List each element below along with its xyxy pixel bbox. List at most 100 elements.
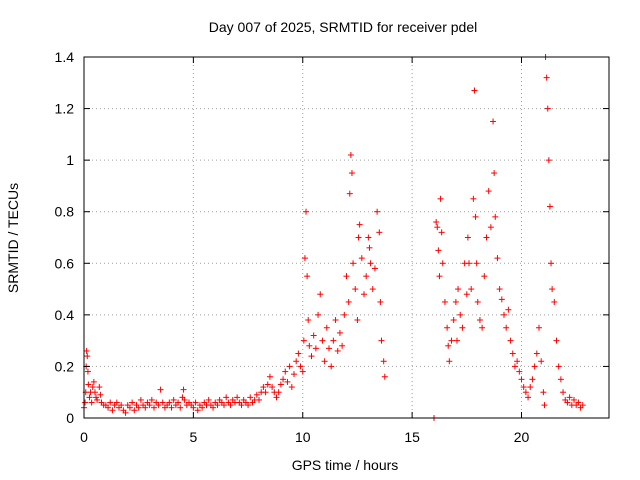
y-tick-label: 0.8: [55, 204, 75, 220]
data-point: [300, 337, 307, 344]
data-point: [541, 402, 548, 409]
data-point: [525, 394, 532, 401]
data-point: [214, 402, 221, 409]
data-point: [295, 350, 302, 357]
data-point: [457, 311, 464, 318]
y-tick-label: 1.4: [55, 49, 75, 65]
data-point: [473, 260, 480, 267]
data-point: [448, 337, 455, 344]
data-point: [505, 306, 512, 313]
data-point: [496, 286, 503, 293]
data-point: [90, 378, 97, 385]
data-point: [444, 324, 451, 331]
data-point: [540, 389, 547, 396]
data-point: [367, 260, 374, 267]
data-point: [334, 347, 341, 354]
data-point: [297, 363, 304, 370]
data-point: [299, 368, 306, 375]
data-point: [305, 317, 312, 324]
data-point: [439, 260, 446, 267]
data-point: [306, 342, 313, 349]
data-point: [538, 358, 545, 365]
data-point: [479, 324, 486, 331]
data-point: [575, 399, 582, 406]
data-point: [347, 151, 354, 158]
data-point: [433, 219, 440, 226]
y-tick-label: 0.6: [55, 255, 75, 271]
data-point: [84, 353, 91, 360]
data-point: [348, 170, 355, 177]
data-point: [463, 291, 470, 298]
data-point: [159, 399, 166, 406]
data-point: [531, 363, 538, 370]
data-point: [323, 324, 330, 331]
data-point: [501, 311, 507, 318]
data-point: [363, 273, 370, 280]
y-tick-label: 0: [66, 410, 74, 426]
data-point: [445, 342, 452, 349]
data-point: [369, 286, 376, 293]
data-point: [376, 229, 383, 236]
data-point: [256, 396, 262, 403]
data-point: [503, 324, 510, 331]
data-point: [516, 368, 523, 375]
data-point: [564, 399, 571, 406]
data-point: [155, 402, 162, 409]
data-point: [113, 399, 120, 406]
data-point: [238, 402, 245, 409]
data-point: [83, 347, 90, 354]
data-point: [549, 286, 556, 293]
data-point: [518, 376, 525, 383]
data-point: [192, 399, 199, 406]
data-point: [175, 399, 182, 406]
y-tick-label: 1: [66, 152, 74, 168]
data-point: [544, 105, 551, 112]
data-point: [356, 221, 363, 228]
data-point: [135, 404, 142, 411]
data-point: [487, 224, 494, 231]
data-point: [436, 273, 443, 280]
data-point: [91, 389, 98, 396]
data-point: [470, 195, 477, 202]
data-point: [536, 324, 542, 331]
data-point: [560, 389, 567, 396]
data-point: [476, 317, 483, 324]
x-tick-label: 5: [189, 429, 197, 445]
x-tick-label: 15: [404, 429, 420, 445]
data-point: [89, 384, 96, 391]
data-point: [358, 255, 365, 262]
data-point: [304, 273, 311, 280]
data-point: [441, 298, 448, 305]
data-point: [199, 404, 206, 411]
data-point: [85, 381, 92, 388]
data-point: [527, 384, 534, 391]
data-point: [336, 329, 343, 336]
data-point: [227, 402, 234, 409]
data-point: [122, 409, 129, 416]
data-point: [308, 353, 315, 360]
data-point: [345, 298, 352, 305]
data-point: [545, 157, 552, 164]
data-point: [343, 273, 350, 280]
y-tick-label: 0.2: [55, 358, 75, 374]
data-point: [282, 368, 289, 375]
data-point: [301, 255, 308, 262]
data-point: [450, 317, 457, 324]
x-tick-label: 0: [80, 429, 88, 445]
data-point: [168, 404, 175, 411]
data-point: [543, 74, 550, 81]
data-point: [205, 396, 212, 403]
data-point: [180, 386, 187, 393]
data-point: [507, 337, 514, 344]
data-point: [579, 402, 586, 409]
data-point: [194, 407, 201, 414]
data-point: [142, 404, 149, 411]
data-point: [380, 358, 387, 365]
data-point: [434, 224, 441, 231]
data-point: [105, 404, 112, 411]
data-point: [355, 234, 362, 241]
data-point: [377, 298, 384, 305]
data-point: [468, 286, 475, 293]
data-point: [131, 407, 138, 414]
